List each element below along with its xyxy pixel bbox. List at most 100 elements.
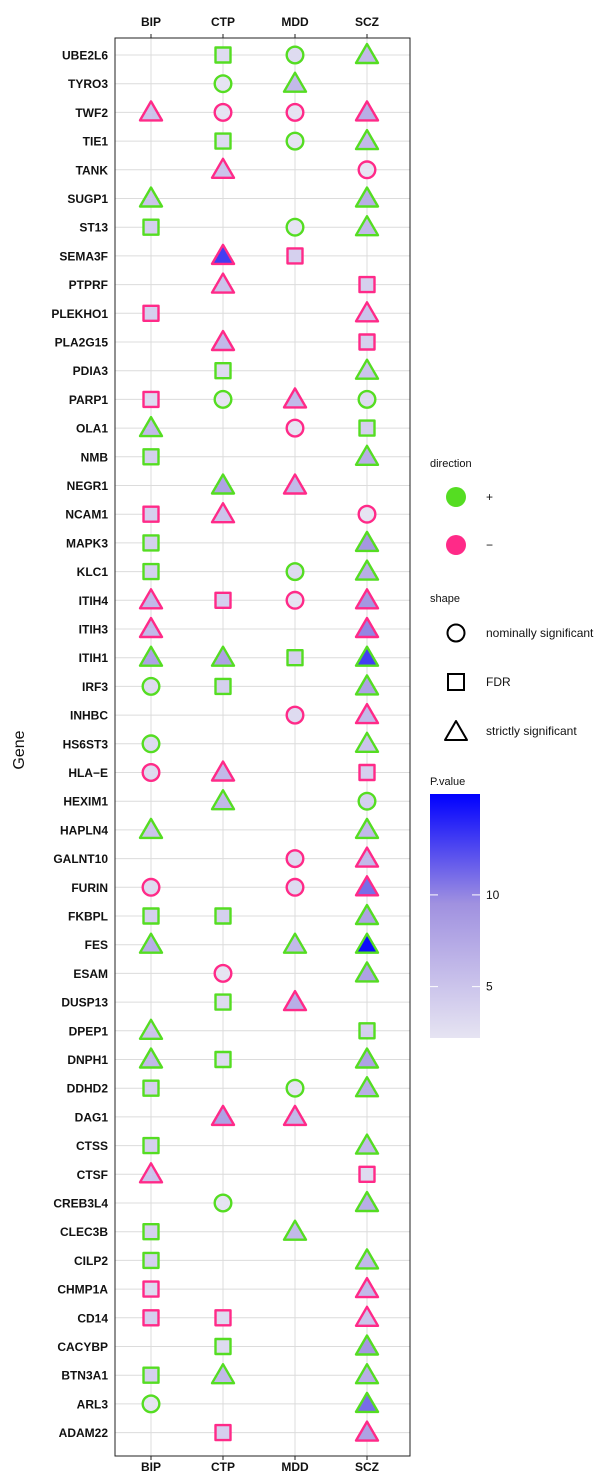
point-square <box>214 993 232 1011</box>
colorbar-ticks: 5 10 <box>430 888 500 994</box>
legend: direction + − shape nominally significan… <box>430 458 594 1038</box>
point-triangle <box>354 846 380 868</box>
y-tick-label: GALNT10 <box>53 852 108 866</box>
point-square <box>142 505 160 523</box>
point-circle <box>141 877 161 897</box>
point-circle <box>141 734 161 754</box>
point-triangle <box>354 961 380 983</box>
point-square <box>142 1136 160 1155</box>
point-circle <box>357 504 377 524</box>
y-tick-label: PDIA3 <box>73 364 109 378</box>
y-tick-label: CLEC3B <box>60 1225 108 1239</box>
point-triangle <box>138 932 164 954</box>
point-circle <box>213 102 233 122</box>
y-tick-label: HLA−E <box>68 766 108 780</box>
x-tick-label-bottom: CTP <box>211 1460 235 1473</box>
y-tick-label: DNPH1 <box>67 1053 108 1067</box>
point-triangle <box>210 473 236 495</box>
y-tick-label: CHMP1A <box>57 1283 108 1297</box>
point-square <box>214 132 232 150</box>
legend-strictly-label: strictly significant <box>486 724 577 738</box>
point-square <box>142 1366 160 1384</box>
y-tick-label: DDHD2 <box>67 1082 109 1096</box>
point-square <box>286 247 304 265</box>
y-tick-label: TWF2 <box>75 106 108 120</box>
point-triangle <box>354 1190 380 1213</box>
point-triangle <box>210 1104 236 1127</box>
point-square <box>358 333 376 351</box>
y-tick-label: CREB3L4 <box>53 1197 108 1211</box>
point-triangle <box>210 502 236 524</box>
y-tick-label: MAPK3 <box>66 536 108 550</box>
point-triangle <box>354 358 380 380</box>
point-square <box>358 275 376 294</box>
point-triangle <box>354 128 380 151</box>
point-triangle <box>282 932 308 954</box>
point-triangle <box>354 214 380 237</box>
y-tick-label: HAPLN4 <box>60 823 108 837</box>
point-triangle <box>354 186 380 208</box>
point-triangle <box>354 1133 380 1155</box>
legend-square-icon <box>447 673 465 691</box>
y-tick-label: KLC1 <box>77 565 109 579</box>
point-square <box>286 649 304 667</box>
y-axis: UBE2L6 TYRO3 TWF2 TIE1 TANK SUGP1 ST13 SEMA3F PT… <box>51 49 108 1441</box>
x-tick-label-top: BIP <box>141 15 161 29</box>
y-tick-label: FKBPL <box>68 910 108 924</box>
legend-nominally-label: nominally significant <box>486 626 594 640</box>
point-triangle <box>138 415 164 438</box>
y-tick-label: OLA1 <box>76 422 108 436</box>
point-square <box>214 677 232 696</box>
point-square <box>142 1280 160 1298</box>
point-triangle <box>210 645 236 667</box>
point-circle <box>285 705 305 725</box>
y-tick-label: CACYBP <box>57 1340 108 1354</box>
point-triangle <box>354 616 380 639</box>
y-tick-label: HEXIM1 <box>63 795 108 809</box>
x-tick-label-bottom: SCZ <box>355 1460 379 1473</box>
point-triangle <box>354 559 380 581</box>
point-square <box>142 448 160 466</box>
y-tick-label: UBE2L6 <box>62 49 108 63</box>
y-tick-label: INHBC <box>70 709 108 723</box>
legend-minus-label: − <box>486 538 493 552</box>
point-triangle <box>354 588 380 610</box>
point-triangle <box>354 42 380 65</box>
point-circle <box>357 791 377 811</box>
legend-minus-swatch <box>446 535 466 555</box>
point-triangle <box>138 100 164 122</box>
legend-plus-label: + <box>486 490 493 504</box>
y-tick-label: NMB <box>81 450 109 464</box>
point-triangle <box>354 530 380 553</box>
point-square <box>142 218 160 236</box>
point-square <box>214 362 232 380</box>
point-triangle <box>210 272 236 294</box>
y-tick-label: ITIH4 <box>79 594 109 608</box>
point-triangle <box>354 674 380 696</box>
y-axis-title: Gene <box>11 730 28 769</box>
y-tick-label: TANK <box>76 163 109 177</box>
y-tick-label: FURIN <box>71 881 108 895</box>
point-triangle <box>354 1047 380 1069</box>
point-triangle <box>354 903 380 926</box>
point-square <box>358 1022 376 1040</box>
point-square <box>358 763 376 782</box>
point-triangle <box>354 1391 380 1414</box>
y-tick-label: ITIH1 <box>79 651 109 665</box>
point-square <box>142 304 160 322</box>
data-points <box>138 42 380 1442</box>
y-tick-label: ST13 <box>79 221 108 235</box>
x-tick-label-top: CTP <box>211 15 235 29</box>
point-triangle <box>354 1305 380 1328</box>
point-circle <box>141 763 161 783</box>
point-triangle <box>210 1362 236 1385</box>
point-circle <box>357 160 377 180</box>
point-triangle <box>210 760 236 782</box>
point-triangle <box>354 731 380 753</box>
point-circle <box>285 102 305 122</box>
point-triangle <box>138 616 164 639</box>
point-square <box>214 1050 232 1069</box>
y-tick-label: SUGP1 <box>67 192 108 206</box>
point-circle <box>285 562 305 582</box>
point-circle <box>213 1193 233 1213</box>
